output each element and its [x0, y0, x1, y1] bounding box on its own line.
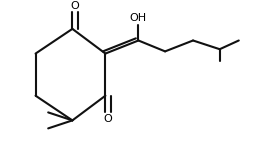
Text: O: O	[104, 114, 113, 124]
Text: OH: OH	[130, 13, 147, 23]
Text: O: O	[71, 1, 80, 11]
